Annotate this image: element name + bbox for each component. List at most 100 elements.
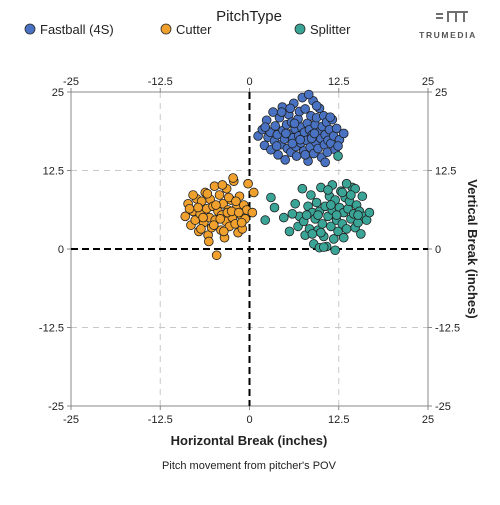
- legend-marker-2: [160, 23, 172, 35]
- data-point-s1-76: [285, 103, 296, 114]
- legend-label-2: Cutter: [176, 22, 212, 37]
- y-tick-label-left-2: 12.5: [43, 166, 64, 178]
- trumedia-logo-mark: [436, 11, 468, 22]
- data-point-s3-61: [301, 210, 312, 220]
- data-point-s1-82: [325, 112, 335, 122]
- data-point-s3-57: [318, 242, 329, 252]
- data-point-s1-10: [270, 121, 281, 131]
- data-point-s3-56: [330, 245, 340, 256]
- legend-title: PitchType: [216, 8, 282, 25]
- data-point-s2-63: [202, 188, 213, 199]
- y-tick-label-right-3: 0: [435, 244, 441, 256]
- data-point-s1-72: [287, 138, 298, 149]
- data-point-s2-48: [219, 226, 229, 237]
- data-point-s3-30: [328, 234, 339, 244]
- data-point-s3-65: [346, 190, 356, 200]
- data-point-s3-62: [287, 209, 298, 219]
- data-point-s2-53: [184, 204, 195, 214]
- data-point-s3-66: [323, 185, 333, 195]
- x-tick-label-top-2: -12.5: [148, 76, 173, 88]
- data-point-s3-6: [290, 198, 301, 209]
- data-point-s1-71: [276, 107, 287, 117]
- data-point-s3-33: [333, 226, 343, 237]
- legend-marker-3: [294, 23, 306, 35]
- y-axis-title: Vertical Break (inches): [465, 179, 480, 318]
- data-point-s3-71: [341, 178, 352, 189]
- data-point-s2-22: [214, 190, 225, 200]
- data-point-s3-2: [266, 192, 276, 203]
- data-point-s3-14: [306, 190, 316, 200]
- data-point-s3-68: [353, 210, 363, 220]
- data-point-s1-80: [289, 118, 300, 129]
- trumedia-logo: TRUMEDIA: [419, 11, 477, 40]
- data-point-s2-62: [217, 180, 228, 190]
- legend: Fastball (4S) Cutter Splitter: [24, 22, 351, 37]
- series-3: [260, 151, 375, 256]
- y-tick-label-right-4: -12.5: [435, 323, 460, 335]
- x-axis-title: Horizontal Break (inches): [171, 433, 328, 448]
- data-point-s2-49: [198, 212, 208, 223]
- brand-name: TRUMEDIA: [419, 30, 477, 40]
- data-point-s2-18: [209, 181, 220, 192]
- data-point-s2-64: [233, 207, 244, 218]
- data-point-s1-81: [309, 128, 320, 139]
- data-point-s1-86: [281, 128, 291, 139]
- data-point-s1-75: [320, 157, 330, 168]
- data-point-s2-57: [196, 224, 206, 234]
- legend-label-1: Fastball (4S): [40, 22, 114, 37]
- data-point-s2-47: [204, 236, 214, 247]
- y-tick-label-right-5: -25: [435, 401, 451, 413]
- data-point-s3-64: [338, 232, 349, 243]
- x-tick-label-bottom-5: 25: [422, 414, 434, 426]
- data-point-s3-63: [331, 210, 342, 220]
- x-tick-label-top-5: 25: [422, 76, 434, 88]
- data-point-s2-58: [215, 214, 226, 224]
- y-tick-label-left-1: 25: [52, 87, 64, 99]
- data-point-s1-85: [303, 89, 314, 100]
- data-point-s1-38: [300, 104, 310, 114]
- data-point-s3-5: [284, 226, 295, 237]
- data-point-s2-55: [209, 220, 219, 230]
- data-point-s3-4: [278, 212, 289, 223]
- data-point-s1-83: [260, 122, 271, 132]
- data-point-s3-39: [341, 224, 352, 234]
- data-point-s3-53: [364, 207, 375, 218]
- legend-label-3: Splitter: [310, 22, 351, 37]
- x-tick-label-top-4: 12.5: [328, 76, 349, 88]
- data-point-s3-18: [311, 197, 322, 208]
- y-tick-label-right-1: 25: [435, 87, 447, 99]
- data-point-s3-67: [313, 210, 323, 220]
- data-point-s1-61: [322, 147, 333, 158]
- data-point-s2-59: [231, 196, 241, 207]
- data-point-s3-50: [357, 191, 368, 202]
- y-tick-label-left-4: -12.5: [39, 323, 64, 335]
- y-tick-label-left-3: 0: [58, 244, 64, 256]
- data-point-s3-49: [356, 229, 366, 239]
- data-point-s1-78: [271, 141, 282, 151]
- legend-marker-1: [24, 23, 36, 35]
- x-tick-label-top-3: 0: [246, 76, 252, 88]
- data-point-s2-45: [228, 173, 238, 183]
- data-point-s2-43: [247, 207, 258, 218]
- data-point-s2-44: [248, 187, 259, 198]
- data-point-s3-28: [326, 221, 336, 232]
- data-point-s3-69: [316, 227, 326, 238]
- data-point-s1-18: [280, 155, 291, 165]
- data-point-s3-1: [260, 215, 271, 225]
- x-tick-label-bottom-4: 12.5: [328, 414, 349, 426]
- data-point-s2-20: [211, 250, 222, 261]
- series-2: [180, 173, 259, 261]
- data-point-s3-3: [269, 202, 280, 213]
- data-point-s3-72: [326, 200, 336, 210]
- data-point-s1-74: [311, 101, 322, 111]
- data-point-s1-79: [295, 134, 305, 145]
- data-point-s1-73: [300, 150, 310, 160]
- data-point-s1-68: [331, 123, 342, 134]
- data-point-s3-70: [307, 229, 318, 239]
- y-tick-label-left-5: -25: [48, 401, 64, 413]
- x-tick-label-bottom-3: 0: [246, 414, 252, 426]
- x-tick-label-bottom-2: -12.5: [148, 414, 173, 426]
- x-tick-label-top-1: -25: [63, 76, 79, 88]
